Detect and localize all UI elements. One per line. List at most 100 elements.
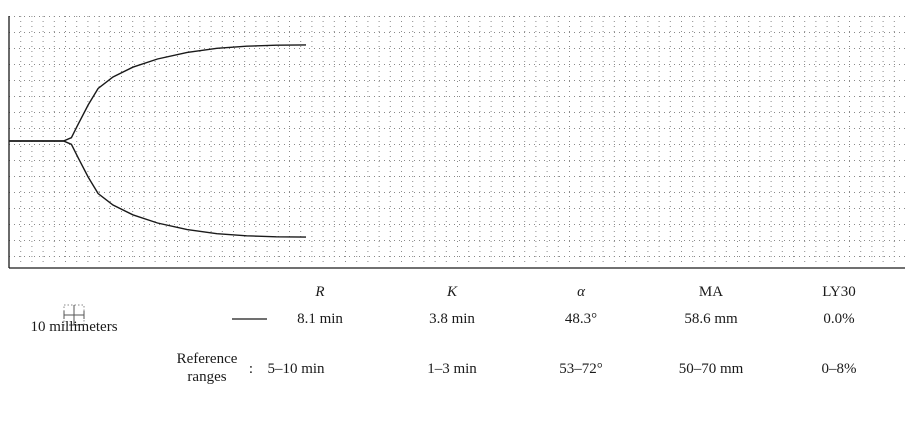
grid-dot [255,161,257,162]
grid-dot [479,31,481,32]
grid-dot [333,131,335,132]
grid-dot [734,48,735,49]
grid-dot [367,61,369,62]
grid-dot [244,161,246,162]
grid-dot [233,91,234,92]
grid-dot [679,256,680,257]
grid-dot [374,80,375,81]
grid-dot [154,216,156,217]
grid-dot [14,256,15,257]
grid-dot [394,64,395,65]
grid-dot [724,144,725,145]
grid-dot [539,176,540,177]
grid-dot [644,32,645,33]
grid-dot [468,26,470,27]
grid-dot [345,66,346,67]
grid-dot [534,16,535,17]
grid-dot [367,76,369,77]
grid-dot [724,112,725,113]
grid-dot [194,48,195,49]
grid-dot [219,208,220,209]
grid-dot [154,144,155,145]
grid-dot [20,26,22,27]
grid-dot [42,176,44,177]
grid-dot [774,16,775,17]
grid-dot [404,256,405,257]
grid-dot [299,224,300,225]
grid-dot [154,171,156,172]
grid-dot [404,16,405,17]
grid-dot [209,224,210,225]
grid-dot [809,96,810,97]
grid-dot [324,112,325,113]
grid-dot [364,32,365,33]
grid-dot [539,16,540,17]
grid-dot [474,256,475,257]
grid-dot [199,144,200,145]
grid-dot [468,251,470,252]
grid-dot [59,112,60,113]
grid-dot [584,256,585,257]
grid-dot [174,192,175,193]
grid-dot [143,156,145,157]
grid-dot [339,16,340,17]
grid-dot [84,64,85,65]
grid-dot [333,126,335,127]
grid-dot [499,128,500,129]
grid-dot [489,208,490,209]
grid-dot [389,160,390,161]
grid-dot [479,161,481,162]
grid-dot [177,201,178,202]
grid-dot [899,256,900,257]
grid-dot [249,48,250,49]
grid-dot [94,64,95,65]
grid-dot [490,56,492,57]
grid-dot [277,146,279,147]
grid-dot [98,86,100,87]
grid-dot [233,241,234,242]
grid-dot [214,224,215,225]
grid-dot [53,16,55,17]
grid-dot [42,131,44,132]
grid-dot [401,61,402,62]
grid-dot [333,166,335,167]
grid-dot [177,96,178,97]
grid-dot [429,80,430,81]
grid-dot [42,221,44,222]
grid-dot [419,208,420,209]
grid-dot [412,141,414,142]
grid-dot [401,216,402,217]
grid-dot [188,96,190,97]
grid-dot [469,160,470,161]
grid-dot [177,21,178,22]
grid-dot [233,181,234,182]
grid-dot [79,128,80,129]
grid-dot [224,160,225,161]
grid-dot [744,128,745,129]
grid-dot [98,186,100,187]
grid-dot [824,144,825,145]
grid-dot [199,76,201,77]
grid-dot [779,176,780,177]
grid-dot [188,196,190,197]
grid-dot [199,192,200,193]
grid-dot [87,56,89,57]
grid-dot [709,112,710,113]
grid-dot [459,224,460,225]
grid-dot [454,256,455,257]
grid-dot [345,146,346,147]
grid-dot [304,80,305,81]
grid-dot [284,80,285,81]
grid-dot [329,48,330,49]
grid-dot [554,160,555,161]
grid-dot [322,126,324,127]
grid-dot [429,240,430,241]
grid-dot [345,141,346,142]
grid-dot [289,224,290,225]
grid-dot [544,192,545,193]
grid-dot [884,48,885,49]
grid-dot [304,128,305,129]
grid-dot [109,46,111,47]
grid-dot [53,71,55,72]
grid-dot [179,96,180,97]
